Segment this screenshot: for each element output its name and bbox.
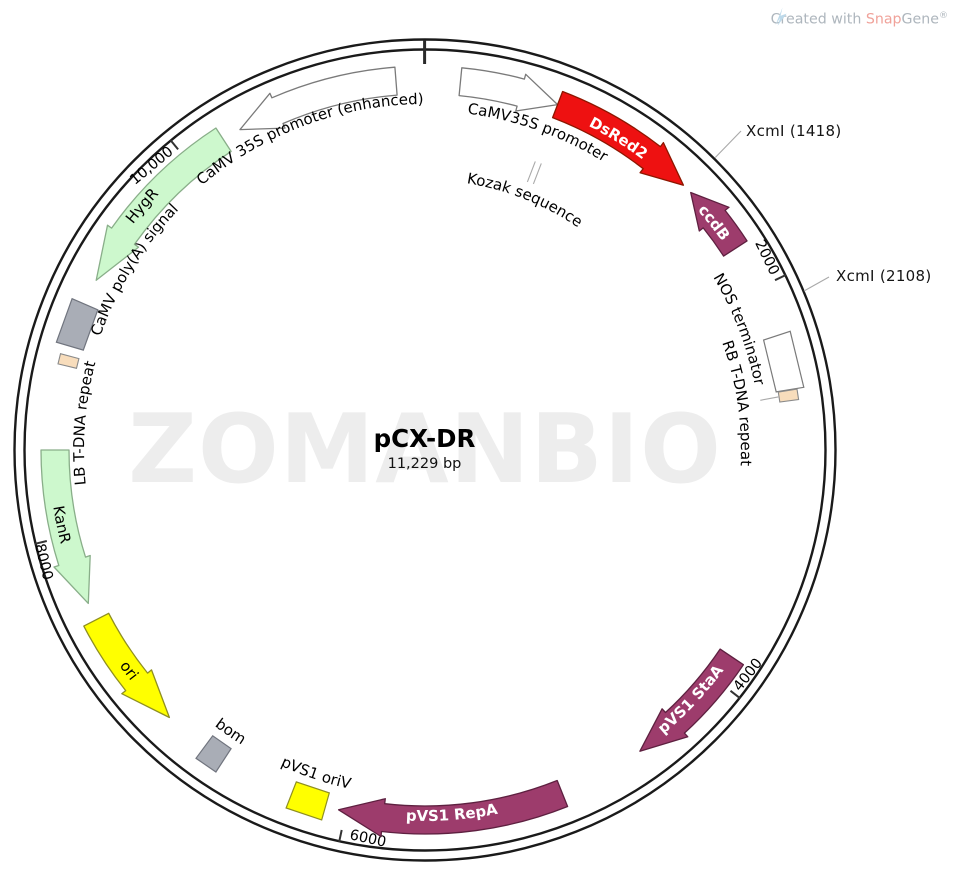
feature-arrow-camv-35s-promoter-enhanced[interactable] <box>239 66 398 131</box>
attribution-brand-snap: Snap <box>865 11 902 28</box>
watermark-text: ZOMANBIO <box>128 395 722 505</box>
feature-label-kozak-sequence[interactable]: Kozak sequence <box>466 169 586 231</box>
kozak-marker-line-1 <box>526 161 536 183</box>
xcmi-1418-leader-line <box>714 130 742 158</box>
feature-arrow-hygr[interactable] <box>95 127 232 281</box>
rb-t-dna-leader-line <box>760 396 779 401</box>
enzyme-site-label-xcmi-1418[interactable]: XcmI (1418) <box>746 122 842 140</box>
feature-box-pvs1-oriv[interactable] <box>285 781 331 821</box>
tick-mark-4000 <box>729 690 741 699</box>
tick-mark-2000 <box>774 274 787 282</box>
feature-arrow-pvs1-staa[interactable] <box>639 648 745 752</box>
plasmid-size: 11,229 bp <box>388 456 462 472</box>
features-group <box>40 66 805 838</box>
plasmid-name: pCX-DR <box>374 424 476 453</box>
feature-box-rb-t-dna-repeat[interactable] <box>777 388 800 403</box>
xcmi-2108-leader-line <box>803 276 830 292</box>
feature-arrow-ccdb[interactable] <box>690 191 748 257</box>
feature-box-camv-poly-a-signal[interactable] <box>55 297 99 351</box>
feature-label-lb-t-dna-repeat[interactable]: LB T-DNA repeat <box>70 359 99 486</box>
feature-arrow-dsred2[interactable] <box>551 90 685 186</box>
attribution-prefix: Created with <box>770 11 866 28</box>
feature-arrow-camv35s-promoter[interactable] <box>458 67 559 112</box>
attribution-registered-mark: ® <box>939 11 948 21</box>
enzyme-site-label-xcmi-2108[interactable]: XcmI (2108) <box>836 267 932 285</box>
kozak-marker-line-2 <box>532 163 542 185</box>
feature-arrow-pvs1-repa[interactable] <box>337 779 569 838</box>
snapgene-logo-icon <box>775 7 787 26</box>
feature-box-nos-terminator[interactable] <box>762 330 805 393</box>
backbone-outer-ring <box>13 38 837 862</box>
leader-lines <box>526 130 830 401</box>
feature-box-bom[interactable] <box>195 734 232 773</box>
snapgene-attribution: Created with SnapGene® <box>771 7 948 29</box>
tick-mark-6000 <box>338 829 343 842</box>
plasmid-backbone <box>13 38 837 862</box>
feature-label-pvs1-oriv[interactable]: pVS1 oriV <box>279 753 354 793</box>
feature-arrow-ori[interactable] <box>83 612 171 719</box>
tick-mark-8000 <box>34 540 48 545</box>
feature-box-lb-t-dna-repeat[interactable] <box>57 353 80 369</box>
feature-arrow-kanr[interactable] <box>40 449 91 605</box>
tick-mark-10-000 <box>169 139 179 151</box>
attribution-brand-gene: Gene <box>901 11 939 28</box>
